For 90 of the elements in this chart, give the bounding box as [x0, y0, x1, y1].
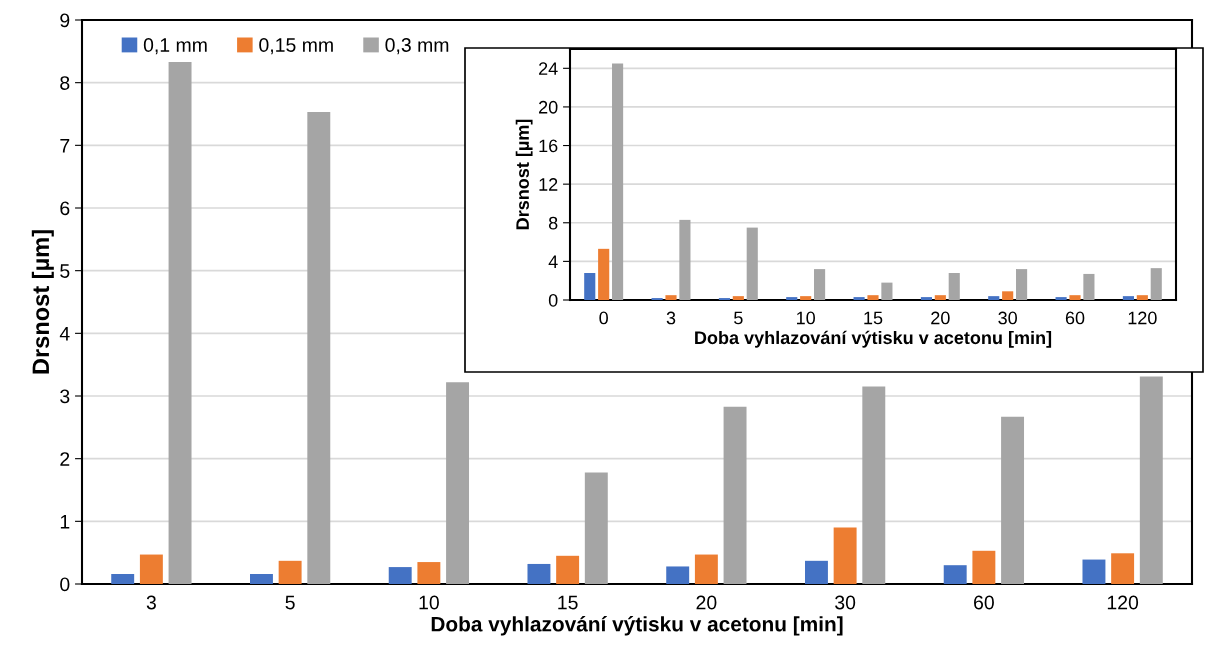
bar: [388, 567, 412, 584]
y-tick-label: 2: [60, 452, 70, 466]
bar: [920, 297, 932, 300]
bar: [612, 63, 624, 300]
x-tick-label: 30: [835, 595, 856, 610]
x-tick-label: 3: [146, 595, 156, 610]
y-tick-label: 4: [59, 327, 70, 341]
bar: [666, 566, 690, 584]
bar: [862, 386, 886, 584]
y-tick-label: 8: [60, 76, 70, 90]
bar: [417, 562, 441, 584]
x-tick-label: 120: [1128, 311, 1157, 325]
x-axis-title: Doba vyhlazování výtisku v acetonu [min]: [695, 330, 1052, 348]
legend-label: 0,3 mm: [385, 38, 449, 55]
x-tick-label: 15: [864, 311, 883, 325]
x-tick-label: 15: [558, 595, 578, 610]
bar: [786, 297, 798, 300]
bar: [804, 560, 828, 584]
x-tick-label: 60: [1065, 311, 1085, 325]
bar: [679, 219, 691, 300]
bar: [139, 554, 163, 584]
bar: [948, 272, 960, 300]
x-axis-title: Doba vyhlazování výtisku v acetonu [min]: [431, 616, 843, 636]
bar: [584, 272, 596, 300]
y-tick-label: 0: [60, 577, 70, 592]
x-tick-label: 30: [998, 311, 1017, 325]
bar: [732, 296, 744, 300]
y-tick-label: 5: [60, 264, 70, 278]
bar: [1055, 297, 1067, 300]
y-tick-label: 16: [539, 139, 558, 153]
x-tick-label: 3: [666, 311, 676, 325]
x-tick-label: 5: [285, 595, 295, 610]
bar: [867, 295, 879, 300]
x-tick-label: 120: [1107, 595, 1139, 610]
bar: [988, 296, 1000, 300]
bar: [111, 573, 135, 584]
y-tick-label: 4: [548, 255, 558, 268]
bar: [853, 297, 865, 300]
bar: [168, 61, 192, 584]
bar: [972, 550, 996, 584]
bar: [1083, 273, 1095, 300]
bar: [800, 296, 812, 300]
y-tick-label: 1: [60, 515, 70, 529]
bar: [1139, 376, 1163, 584]
y-tick-label: 0: [548, 293, 558, 307]
y-tick-label: 8: [548, 216, 558, 230]
y-tick-label: 6: [60, 201, 70, 216]
x-tick-label: 10: [419, 595, 439, 610]
x-tick-label: 20: [696, 595, 717, 610]
bar: [598, 248, 610, 300]
bar: [814, 269, 826, 300]
bar: [446, 382, 470, 584]
bar: [584, 472, 608, 584]
bar: [833, 527, 857, 584]
bar: [943, 565, 967, 584]
bar: [1082, 559, 1106, 584]
bar: [1136, 295, 1148, 300]
bar: [934, 295, 946, 300]
y-tick-label: 9: [60, 13, 70, 28]
bar: [694, 554, 718, 584]
x-tick-label: 20: [931, 311, 950, 325]
bar: [278, 560, 302, 584]
bar: [723, 406, 747, 584]
y-axis-title: Drsnost [µm]: [31, 230, 54, 374]
x-tick-label: 10: [797, 311, 815, 325]
bar: [665, 295, 677, 300]
bar: [1069, 295, 1081, 300]
bar: [527, 563, 551, 584]
bar: [1016, 269, 1028, 300]
y-tick-label: 24: [539, 62, 558, 75]
x-tick-label: 5: [734, 311, 743, 325]
bar: [307, 112, 331, 584]
y-tick-label: 3: [60, 389, 70, 404]
bar: [1122, 296, 1134, 300]
legend-label: 0,1 mm: [143, 38, 207, 55]
bar: [881, 282, 893, 300]
bar: [746, 227, 758, 300]
bar: [556, 555, 580, 584]
bar: [249, 573, 273, 584]
bar: [1150, 268, 1162, 300]
y-axis-title: Drsnost [µm]: [515, 119, 533, 230]
y-tick-label: 12: [539, 178, 558, 191]
y-tick-label: 7: [60, 139, 70, 153]
legend-label: 0,15 mm: [259, 38, 333, 55]
bar: [1001, 416, 1025, 584]
bar: [1111, 553, 1135, 584]
bar: [1002, 291, 1014, 300]
x-tick-label: 0: [599, 311, 608, 325]
y-tick-label: 20: [539, 100, 558, 114]
x-tick-label: 60: [974, 595, 994, 610]
